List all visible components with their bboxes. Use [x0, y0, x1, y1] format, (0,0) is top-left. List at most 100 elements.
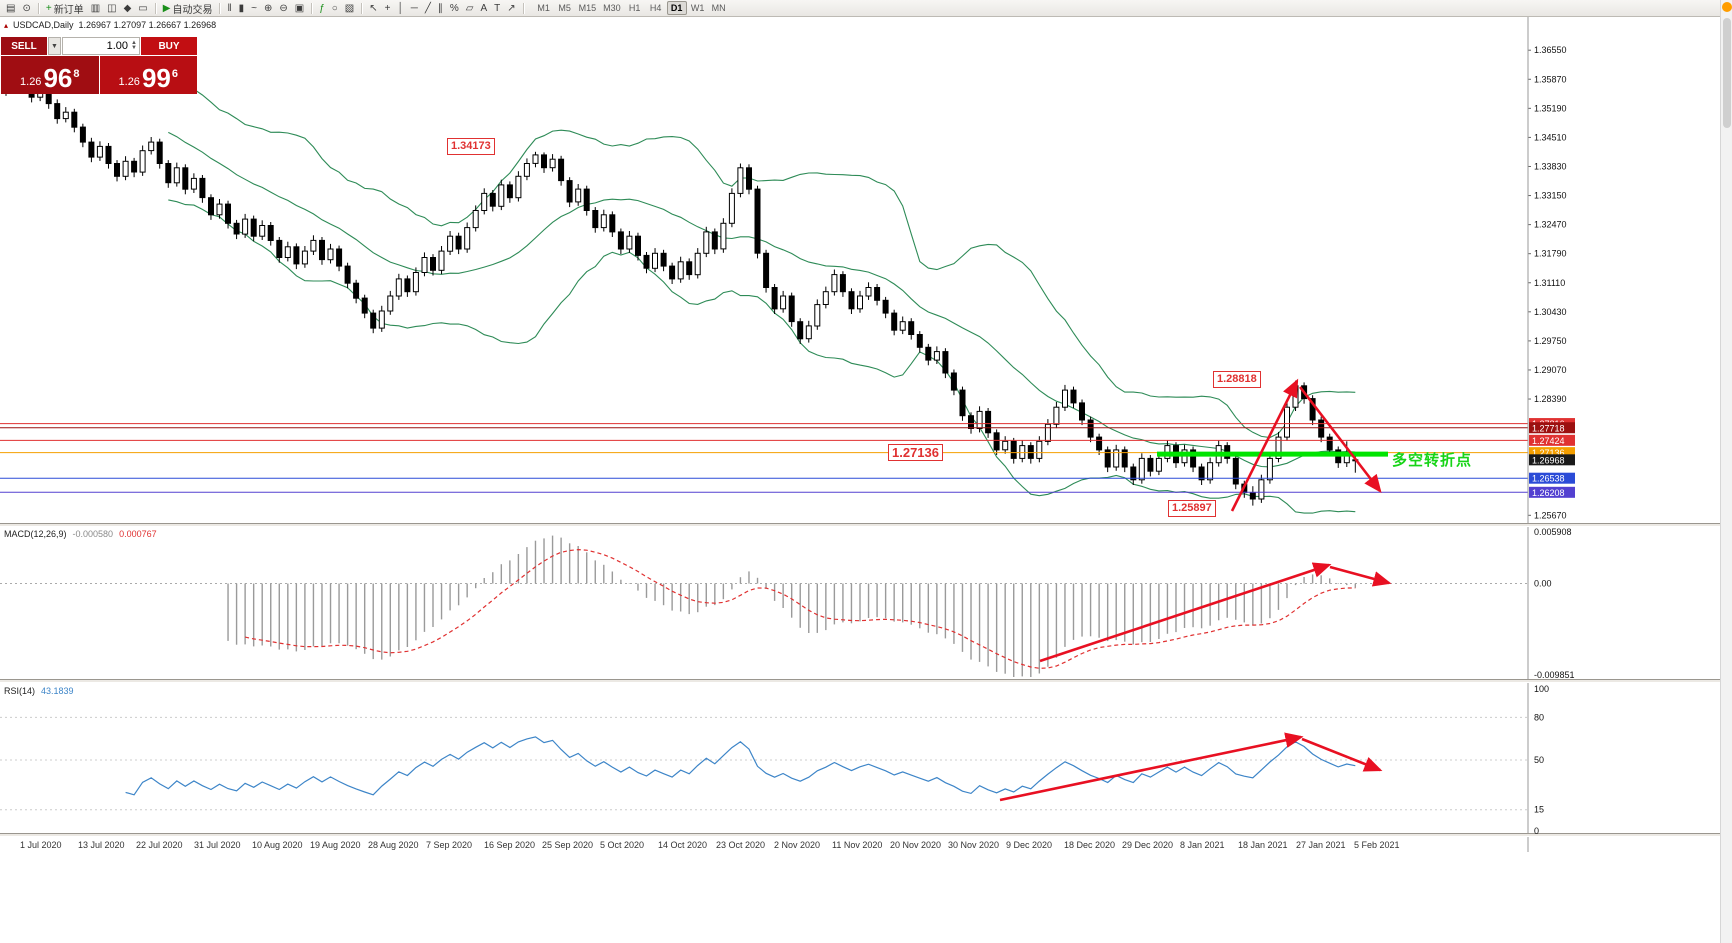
svg-text:1.35870: 1.35870 [1534, 74, 1567, 84]
arrow-tools-icon[interactable]: ↗ [504, 1, 518, 16]
periods-icon: ○ [331, 2, 338, 14]
toolbar-separator [311, 2, 313, 14]
svg-text:1.31790: 1.31790 [1534, 249, 1567, 259]
timeframe-m1[interactable]: M1 [537, 3, 550, 13]
svg-text:1.36550: 1.36550 [1534, 45, 1567, 55]
bars-chart-icon: ‖ [227, 2, 232, 14]
svg-text:1.25670: 1.25670 [1534, 510, 1567, 520]
svg-text:1.33150: 1.33150 [1534, 191, 1567, 201]
svg-text:1.33830: 1.33830 [1534, 161, 1567, 171]
templates-icon[interactable]: ▧ [342, 1, 357, 16]
symbol-icon: ▴ [4, 20, 9, 30]
timeframe-h1[interactable]: H1 [628, 3, 641, 13]
stepper-up-icon[interactable]: ▲ [131, 40, 137, 46]
svg-text:1 Jul 2020: 1 Jul 2020 [20, 840, 62, 850]
shapes-icon: ▱ [465, 2, 474, 14]
bid-price-button[interactable]: 1.26 96 8 [1, 56, 99, 94]
navigator-icon[interactable]: ◆ [121, 1, 135, 16]
order-type-dropdown[interactable]: ▼ [48, 37, 61, 55]
timeframe-m15[interactable]: M15 [578, 3, 597, 13]
crosshair-icon[interactable]: + [382, 1, 394, 16]
svg-text:10 Aug 2020: 10 Aug 2020 [252, 840, 303, 850]
buy-button[interactable]: BUY [141, 37, 197, 55]
terminal-icon[interactable]: ▭ [135, 1, 150, 16]
svg-text:1.27424: 1.27424 [1532, 436, 1565, 446]
svg-text:1.29750: 1.29750 [1534, 336, 1567, 346]
date-axis: 1 Jul 2020 13 Jul 2020 22 Jul 2020 31 Jul 2… [20, 840, 1400, 850]
svg-text:18 Jan 2021: 18 Jan 2021 [1238, 840, 1288, 850]
vertical-scrollbar[interactable] [1720, 0, 1732, 943]
ask-big-digits: 99 [141, 63, 171, 93]
timeframe-m30[interactable]: M30 [603, 3, 621, 13]
fibonacci-icon[interactable]: % [447, 1, 462, 16]
auto-trading-button[interactable]: ▶ 自动交易 [160, 1, 216, 16]
rsi-title: RSI(14) [4, 686, 36, 696]
drawn-objects [999, 378, 1392, 802]
text-icon[interactable]: A [477, 1, 490, 16]
vertical-line-icon[interactable]: │ [394, 1, 406, 16]
indicators-icon[interactable]: ƒ [316, 1, 328, 16]
zoom-in-icon: ⊕ [263, 2, 273, 14]
bars-chart-icon[interactable]: ‖ [224, 1, 234, 16]
timeframe-switcher: M1 M5 M15 M30 H1 H4 D1 W1 MN [534, 1, 729, 15]
candles-chart-icon[interactable]: ▮ [236, 1, 248, 16]
new-order-button[interactable]: + 新订单 [43, 1, 87, 16]
svg-text:20 Nov 2020: 20 Nov 2020 [890, 840, 941, 850]
svg-text:0.005908: 0.005908 [1534, 527, 1572, 537]
svg-text:1.26538: 1.26538 [1532, 474, 1565, 484]
svg-text:1.32470: 1.32470 [1534, 220, 1567, 230]
timeframe-d1[interactable]: D1 [666, 1, 687, 15]
data-window-icon[interactable]: ◫ [104, 1, 119, 16]
channel-icon[interactable]: ∥ [435, 1, 446, 16]
label-icon: T [494, 2, 501, 14]
svg-text:31 Jul 2020: 31 Jul 2020 [194, 840, 241, 850]
stepper-down-icon[interactable]: ▼ [131, 45, 137, 51]
svg-text:0.00: 0.00 [1534, 579, 1552, 589]
svg-text:100: 100 [1534, 684, 1549, 694]
zoom-out-icon[interactable]: ⊖ [276, 1, 290, 16]
chart-window-icon: ▤ [6, 2, 16, 14]
volume-stepper[interactable]: ▲ ▼ [131, 40, 137, 51]
cursor-icon[interactable]: ↖ [366, 1, 380, 16]
new-order-button-label: 新订单 [53, 4, 84, 16]
market-watch-icon[interactable]: ▥ [88, 1, 103, 16]
svg-text:19 Aug 2020: 19 Aug 2020 [310, 840, 361, 850]
line-chart-icon[interactable]: ~ [248, 1, 260, 16]
zoom-in-icon[interactable]: ⊕ [261, 1, 275, 16]
vertical-line-icon: │ [397, 2, 404, 14]
one-click-trading-panel: SELL ▼ 1.00 ▲ ▼ BUY 1.26 96 8 1.26 99 6 [1, 37, 197, 94]
timeframe-m5[interactable]: M5 [558, 3, 571, 13]
horizontal-line-icon: ─ [410, 2, 418, 14]
svg-text:28 Aug 2020: 28 Aug 2020 [368, 840, 419, 850]
svg-text:16 Sep 2020: 16 Sep 2020 [484, 840, 535, 850]
sell-button[interactable]: SELL [1, 37, 47, 55]
svg-text:1.27136: 1.27136 [1532, 448, 1565, 458]
trendline-icon[interactable]: ╱ [422, 1, 434, 16]
svg-text:15: 15 [1534, 805, 1544, 815]
label-icon[interactable]: T [491, 1, 503, 16]
chart-search-icon[interactable]: ⊙ [19, 1, 33, 16]
horizontal-line-icon[interactable]: ─ [408, 1, 421, 16]
rsi-value: 43.1839 [41, 686, 74, 696]
scrollbar-thumb[interactable] [1723, 18, 1731, 128]
timeframe-mn[interactable]: MN [711, 3, 726, 13]
shapes-icon[interactable]: ▱ [463, 1, 477, 16]
timeframe-w1[interactable]: W1 [690, 3, 705, 13]
tile-windows-icon[interactable]: ▣ [292, 1, 307, 16]
tile-windows-icon: ▣ [294, 2, 305, 14]
sell-button-label: SELL [11, 40, 37, 52]
svg-text:9 Dec 2020: 9 Dec 2020 [1006, 840, 1052, 850]
chart-window-icon[interactable]: ▤ [3, 1, 18, 16]
rsi-indicator-label: RSI(14) 43.1839 [4, 686, 74, 696]
rsi-panel: 100 80 50 15 0 [0, 684, 1549, 836]
ask-price-button[interactable]: 1.26 99 6 [99, 56, 197, 94]
svg-text:1.30430: 1.30430 [1534, 307, 1567, 317]
status-dot-icon [1722, 2, 1732, 12]
timeframe-h4[interactable]: H4 [649, 3, 662, 13]
periods-icon[interactable]: ○ [329, 1, 341, 16]
toolbar-separator [522, 2, 524, 14]
svg-text:8 Jan 2021: 8 Jan 2021 [1180, 840, 1225, 850]
svg-text:1.34510: 1.34510 [1534, 132, 1567, 142]
volume-input[interactable]: 1.00 ▲ ▼ [62, 37, 140, 55]
